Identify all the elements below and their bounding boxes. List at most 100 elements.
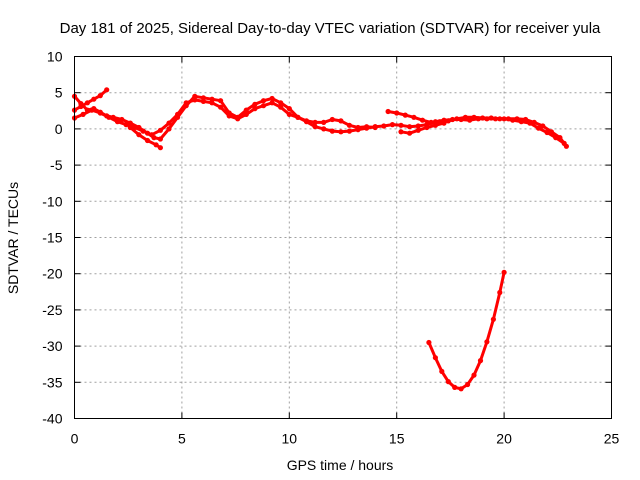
data-point	[480, 115, 486, 121]
data-point	[415, 123, 421, 129]
y-tick-label: 0	[55, 121, 63, 137]
data-point	[385, 108, 391, 115]
data-point	[424, 124, 430, 131]
data-point	[407, 124, 413, 130]
data-point	[535, 125, 542, 131]
series-track-upper-a	[73, 94, 377, 141]
y-tick-label: -25	[42, 302, 62, 318]
data-point	[312, 119, 318, 125]
x-tick-label: 10	[282, 431, 298, 447]
data-point	[243, 111, 249, 117]
data-point	[260, 98, 267, 104]
data-point	[488, 115, 494, 121]
data-point	[484, 339, 490, 345]
series-track-mid-b	[386, 110, 568, 148]
data-point	[402, 112, 408, 118]
data-point	[394, 110, 400, 116]
data-point	[269, 95, 275, 102]
data-point	[505, 116, 511, 122]
data-point	[563, 143, 570, 149]
data-point	[477, 358, 484, 364]
data-point	[183, 100, 189, 106]
data-point	[329, 128, 335, 134]
data-point	[144, 137, 151, 144]
data-point	[419, 117, 426, 123]
data-point	[439, 368, 445, 374]
series-layer	[71, 87, 570, 392]
data-point	[428, 119, 434, 125]
data-point	[286, 106, 292, 112]
data-point	[140, 128, 146, 134]
data-point	[445, 379, 451, 385]
data-point	[501, 269, 507, 275]
data-point	[497, 116, 503, 122]
x-tick-label: 15	[389, 431, 405, 447]
data-point	[209, 96, 215, 102]
data-point	[452, 384, 458, 390]
data-point	[123, 122, 129, 128]
data-point	[338, 129, 344, 135]
data-point	[200, 95, 206, 101]
y-tick-label: -35	[42, 374, 62, 390]
data-point	[346, 122, 352, 128]
data-point	[531, 119, 537, 125]
data-point	[338, 118, 344, 124]
data-point	[295, 114, 301, 120]
y-tick-label: 10	[47, 49, 63, 65]
data-point	[157, 127, 163, 133]
data-point	[490, 316, 496, 322]
data-point	[97, 93, 103, 99]
data-point	[136, 132, 142, 138]
data-point	[252, 101, 258, 107]
data-point	[84, 100, 90, 106]
data-point	[523, 116, 529, 123]
data-point	[445, 118, 451, 124]
data-point	[209, 100, 215, 106]
data-point	[97, 110, 103, 116]
data-point	[269, 100, 275, 106]
data-point	[278, 100, 284, 106]
data-point	[80, 111, 86, 117]
data-point	[548, 129, 555, 135]
data-point	[458, 386, 464, 392]
data-point	[462, 114, 468, 120]
data-point	[192, 93, 198, 99]
data-point	[471, 372, 477, 378]
data-point	[321, 119, 327, 125]
data-point	[454, 116, 460, 122]
data-point	[260, 103, 267, 109]
data-point	[471, 114, 477, 120]
data-point	[441, 120, 447, 126]
data-point	[381, 123, 387, 129]
data-point	[166, 126, 172, 132]
data-point	[278, 104, 284, 110]
data-point	[89, 107, 95, 113]
data-point	[286, 111, 292, 117]
data-point	[106, 114, 112, 120]
data-point	[218, 104, 224, 110]
data-point	[398, 129, 404, 135]
data-point	[119, 116, 125, 123]
y-tick-label: -40	[42, 411, 62, 427]
x-tick-label: 0	[71, 431, 79, 447]
data-point	[192, 97, 198, 103]
data-point	[432, 355, 438, 361]
data-point	[407, 130, 413, 136]
data-point	[114, 119, 121, 125]
data-point	[243, 107, 249, 113]
data-point	[157, 145, 163, 151]
data-point	[149, 132, 155, 138]
data-point	[321, 126, 327, 132]
data-point	[153, 142, 159, 148]
data-point	[432, 122, 438, 128]
data-point	[166, 120, 172, 126]
data-point	[389, 122, 395, 128]
data-point	[426, 339, 432, 346]
data-point	[127, 124, 133, 131]
y-tick-label: -20	[42, 266, 62, 282]
x-tick-label: 25	[604, 431, 620, 447]
data-point	[226, 113, 232, 119]
data-point	[346, 128, 352, 134]
data-point	[235, 116, 241, 122]
